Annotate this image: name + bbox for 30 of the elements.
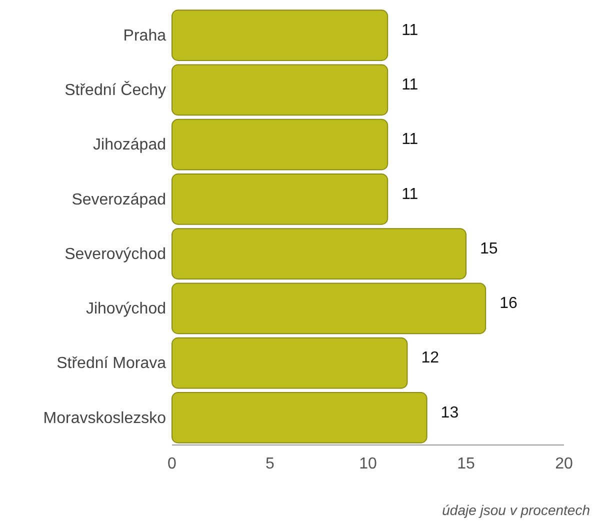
x-tick-label: 0 bbox=[168, 455, 177, 472]
data-label: 13 bbox=[440, 404, 459, 422]
y-tick-label: Jihovýchod bbox=[86, 300, 166, 318]
y-tick-label: Praha bbox=[123, 27, 166, 44]
bar bbox=[172, 337, 408, 389]
bar bbox=[172, 392, 428, 444]
data-label: 11 bbox=[402, 186, 418, 203]
text: údaje jsou v procentech bbox=[442, 502, 590, 518]
bar bbox=[172, 228, 466, 280]
bar bbox=[172, 282, 486, 334]
bar bbox=[172, 64, 388, 116]
bar bbox=[172, 118, 388, 170]
x-tick-label: 5 bbox=[266, 455, 275, 472]
x-tick-label: 10 bbox=[359, 455, 377, 472]
y-tick-label: Severovýchod bbox=[64, 246, 166, 263]
data-label: 11 bbox=[402, 76, 418, 94]
bar bbox=[172, 10, 388, 61]
data-label: 16 bbox=[500, 295, 518, 312]
data-label: 11 bbox=[402, 22, 418, 39]
data-label: 15 bbox=[480, 240, 498, 258]
y-tick-label: Jihozápad bbox=[93, 136, 166, 154]
x-tick-label: 15 bbox=[457, 455, 475, 472]
y-tick-label: Střední Čechy bbox=[64, 81, 166, 100]
y-tick-label: Severozápad bbox=[72, 191, 166, 208]
y-tick-label: Střední Morava bbox=[56, 355, 166, 372]
data-label: 11 bbox=[402, 131, 418, 148]
x-tick-label: 20 bbox=[555, 455, 573, 472]
data-label: 12 bbox=[421, 350, 440, 367]
bar bbox=[172, 174, 388, 225]
y-tick-label: Moravskoslezsko bbox=[43, 410, 166, 427]
